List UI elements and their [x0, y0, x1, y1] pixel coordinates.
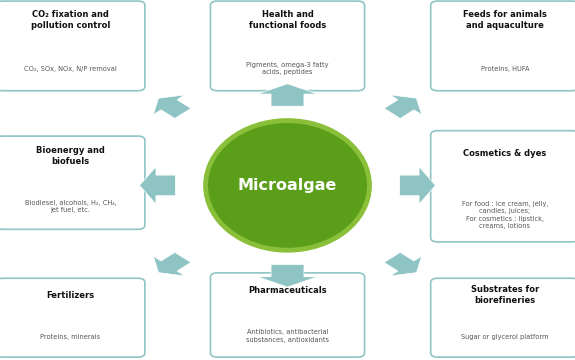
FancyBboxPatch shape — [0, 136, 145, 229]
FancyBboxPatch shape — [210, 1, 365, 91]
FancyBboxPatch shape — [0, 1, 145, 91]
Text: Substrates for
biorefineries: Substrates for biorefineries — [471, 285, 539, 305]
Polygon shape — [258, 265, 317, 287]
Polygon shape — [384, 95, 421, 118]
FancyBboxPatch shape — [431, 278, 575, 357]
Text: Fertilizers: Fertilizers — [47, 291, 94, 300]
Text: Biodiesel, alcohols, H₂, CH₄,
jet fuel, etc.: Biodiesel, alcohols, H₂, CH₄, jet fuel, … — [25, 200, 116, 213]
FancyBboxPatch shape — [431, 1, 575, 91]
Text: Proteins, HUFA: Proteins, HUFA — [481, 66, 529, 72]
FancyBboxPatch shape — [210, 273, 365, 357]
Text: CO₂ fixation and
pollution control: CO₂ fixation and pollution control — [30, 10, 110, 30]
Text: Cosmetics & dyes: Cosmetics & dyes — [463, 149, 546, 158]
Text: Microalgae: Microalgae — [238, 178, 337, 193]
Polygon shape — [154, 252, 191, 276]
Polygon shape — [400, 167, 435, 204]
Polygon shape — [384, 252, 421, 276]
FancyBboxPatch shape — [431, 131, 575, 242]
Text: Pigments, omega-3 fatty
acids, peptides: Pigments, omega-3 fatty acids, peptides — [246, 62, 329, 75]
FancyBboxPatch shape — [0, 278, 145, 357]
Text: Feeds for animals
and aquaculture: Feeds for animals and aquaculture — [463, 10, 547, 30]
Text: Pharmaceuticals: Pharmaceuticals — [248, 286, 327, 295]
Text: For food : ice cream, jelly,
candles, juices;
For cosmetics : lipstick,
creams, : For food : ice cream, jelly, candles, ju… — [462, 201, 548, 229]
Text: Bioenergy and
biofuels: Bioenergy and biofuels — [36, 145, 105, 166]
Text: Health and
functional foods: Health and functional foods — [249, 10, 326, 30]
Polygon shape — [258, 84, 317, 106]
Text: Proteins, minerals: Proteins, minerals — [40, 334, 101, 340]
Polygon shape — [154, 95, 191, 118]
Text: CO₂, SOx, NOx, N/P removal: CO₂, SOx, NOx, N/P removal — [24, 66, 117, 72]
Polygon shape — [140, 167, 175, 204]
Ellipse shape — [206, 121, 370, 250]
Text: Antibiotics, antibacterial
substances, antioxidants: Antibiotics, antibacterial substances, a… — [246, 329, 329, 343]
Text: Sugar or glycerol platform: Sugar or glycerol platform — [461, 334, 549, 340]
